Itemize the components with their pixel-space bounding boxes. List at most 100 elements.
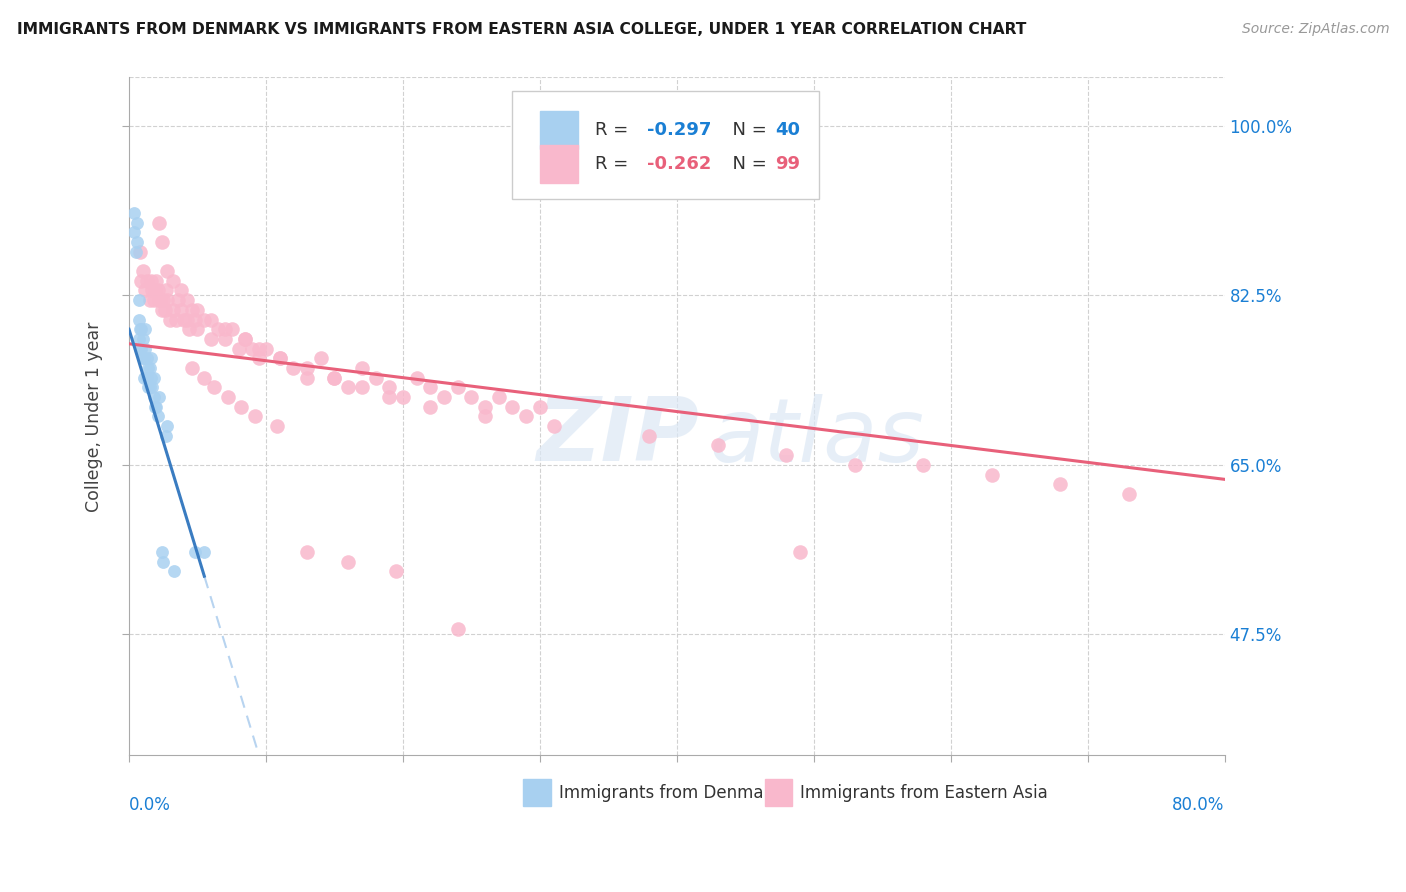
Point [235, 332, 257, 346]
Y-axis label: College, Under 1 year: College, Under 1 year [86, 321, 103, 512]
Point [162, 274, 184, 288]
Point [145, 274, 167, 288]
Point [142, 370, 165, 384]
Point [980, 467, 1002, 482]
Text: R =: R = [595, 121, 634, 139]
Point [364, 370, 387, 384]
Point [150, 302, 173, 317]
Point [707, 438, 730, 452]
Text: ZIP: ZIP [536, 393, 699, 480]
Point [235, 332, 257, 346]
Point [129, 342, 152, 356]
Point [129, 322, 152, 336]
Point [131, 332, 153, 346]
Point [135, 274, 157, 288]
Point [337, 555, 360, 569]
Point [202, 380, 225, 394]
Text: N =: N = [721, 155, 772, 173]
Point [515, 409, 537, 424]
Point [156, 264, 179, 278]
Point [139, 370, 162, 384]
Point [323, 370, 346, 384]
Point [207, 322, 229, 336]
Point [141, 284, 163, 298]
Point [142, 390, 165, 404]
Point [350, 380, 373, 394]
FancyBboxPatch shape [513, 91, 820, 200]
Point [131, 274, 153, 288]
Point [186, 322, 208, 336]
Point [200, 332, 222, 346]
Point [543, 419, 565, 434]
Point [128, 293, 150, 308]
Point [145, 400, 167, 414]
Text: Immigrants from Denmark: Immigrants from Denmark [558, 784, 780, 802]
Point [283, 361, 305, 376]
Point [176, 293, 198, 308]
Text: IMMIGRANTS FROM DENMARK VS IMMIGRANTS FROM EASTERN ASIA COLLEGE, UNDER 1 YEAR CO: IMMIGRANTS FROM DENMARK VS IMMIGRANTS FR… [17, 22, 1026, 37]
Point [243, 409, 266, 424]
Point [149, 293, 172, 308]
Point [176, 312, 198, 326]
Point [350, 361, 373, 376]
Point [1118, 487, 1140, 501]
Point [221, 322, 243, 336]
Point [143, 284, 166, 298]
Point [323, 370, 346, 384]
Point [266, 419, 288, 434]
Point [295, 370, 318, 384]
Point [1049, 477, 1071, 491]
Point [186, 302, 208, 317]
Point [638, 429, 661, 443]
Bar [540, 112, 578, 149]
Point [200, 312, 222, 326]
Point [254, 342, 277, 356]
Point [405, 370, 427, 384]
Text: R =: R = [595, 155, 634, 173]
Point [240, 342, 263, 356]
Point [139, 274, 162, 288]
Bar [523, 779, 551, 806]
Point [155, 429, 177, 443]
Point [488, 390, 510, 404]
Point [148, 293, 170, 308]
Point [129, 244, 152, 259]
Point [474, 409, 496, 424]
Point [193, 545, 215, 559]
Point [131, 322, 153, 336]
Text: 80.0%: 80.0% [1173, 796, 1225, 814]
Point [143, 400, 166, 414]
Point [170, 302, 193, 317]
Point [269, 351, 291, 366]
Text: Immigrants from Eastern Asia: Immigrants from Eastern Asia [800, 784, 1047, 802]
Point [385, 565, 408, 579]
Point [912, 458, 935, 472]
Point [193, 370, 215, 384]
Point [309, 351, 332, 366]
Point [127, 235, 149, 249]
Text: N =: N = [721, 121, 772, 139]
Point [131, 264, 153, 278]
Point [131, 351, 153, 366]
Point [134, 284, 156, 298]
Point [419, 400, 441, 414]
Point [148, 390, 170, 404]
Bar [765, 779, 792, 806]
Point [146, 409, 169, 424]
Point [150, 545, 173, 559]
Point [135, 351, 157, 366]
Point [295, 545, 318, 559]
Point [844, 458, 866, 472]
Point [139, 351, 162, 366]
Point [170, 284, 193, 298]
Point [141, 380, 163, 394]
Point [152, 293, 174, 308]
Point [231, 400, 253, 414]
Point [775, 448, 797, 462]
Point [128, 332, 150, 346]
Point [138, 361, 160, 376]
Point [247, 351, 270, 366]
Bar [540, 145, 578, 183]
Point [152, 555, 174, 569]
Point [142, 293, 165, 308]
